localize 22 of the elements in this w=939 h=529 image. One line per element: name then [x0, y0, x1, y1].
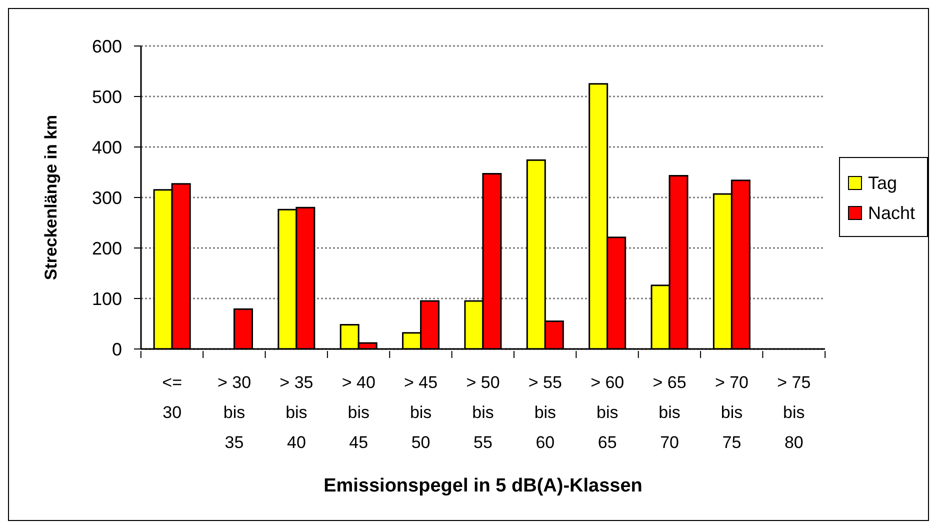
x-tick-label: > 70 bis 75	[714, 372, 749, 452]
x-tick-label: > 75 bis 80	[777, 372, 811, 452]
y-tick-label: 400	[92, 137, 122, 158]
x-axis-title: Emissionspegel in 5 dB(A)-Klassen	[324, 476, 642, 496]
legend-label: Nacht	[868, 202, 916, 225]
x-tick-label: > 35 bis 40	[280, 372, 314, 452]
y-tick-label: 500	[92, 86, 122, 107]
y-tick-label: 0	[112, 339, 122, 360]
x-tick-label: > 55 bis 60	[528, 372, 562, 452]
legend-label: Tag	[868, 172, 898, 195]
y-tick-label: 200	[92, 238, 122, 258]
y-tick-label: 300	[92, 188, 122, 208]
x-tick-label: > 50 bis 55	[466, 372, 500, 452]
x-tick-label: > 65 bis 70	[652, 372, 686, 452]
x-tick-label: > 40 bis 45	[342, 372, 376, 452]
y-tick-label: 600	[92, 36, 122, 56]
x-tick-label: > 60 bis 65	[590, 372, 624, 452]
y-axis-title: Streckenlänge in km	[42, 114, 60, 280]
x-tick-label: > 30 bis 35	[217, 372, 252, 452]
y-tick-label: 100	[92, 288, 122, 309]
x-tick-label: <= 30	[162, 372, 182, 422]
x-tick-label: > 45 bis 50	[404, 372, 438, 452]
